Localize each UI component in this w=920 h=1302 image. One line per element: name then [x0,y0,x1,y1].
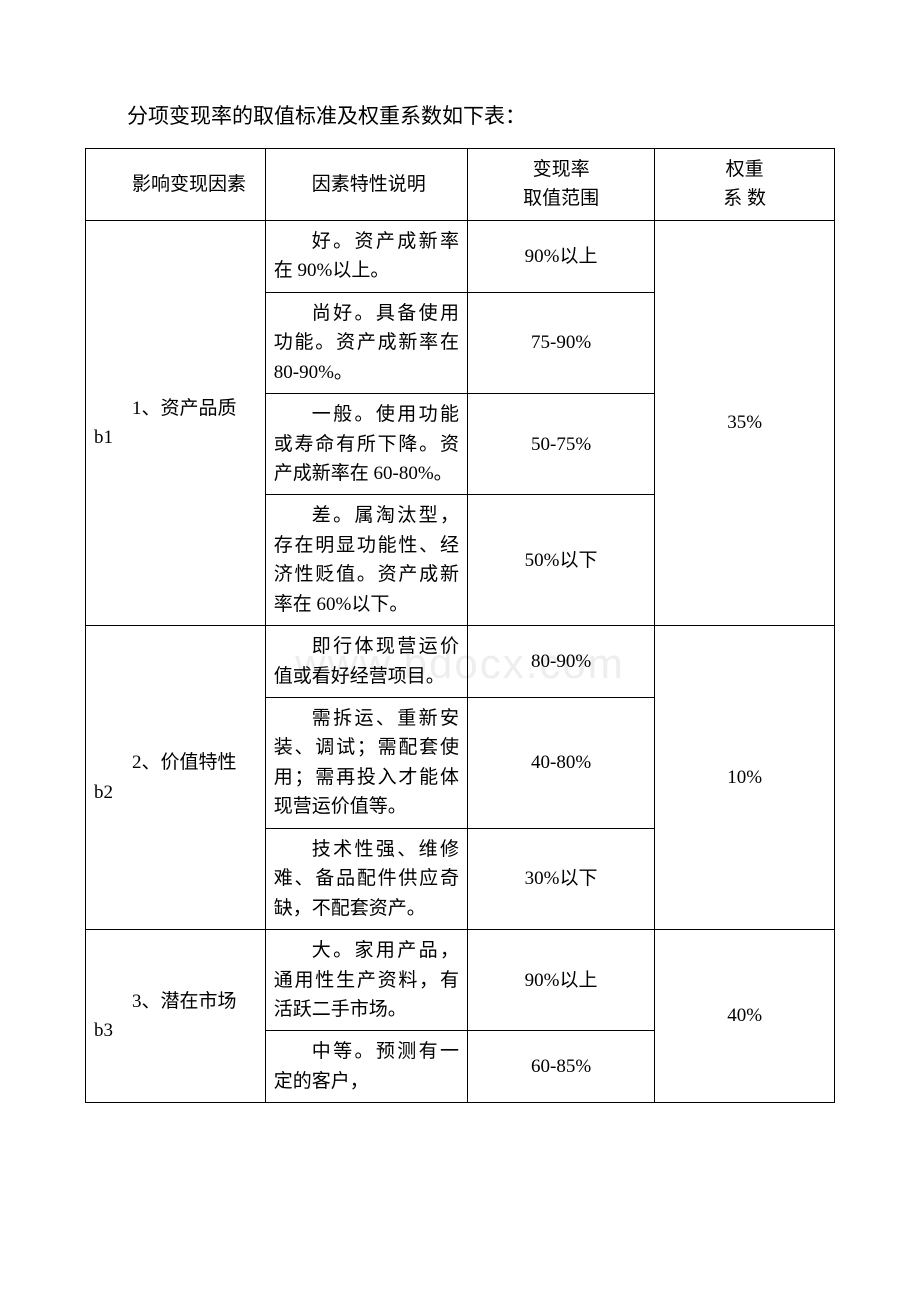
rate-cell: 50%以下 [467,495,654,626]
rate-cell: 75-90% [467,292,654,393]
desc-cell: 好。资产成新率在 90%以上。 [265,220,467,292]
header-weight-line2: 系 数 [663,184,826,213]
header-weight: 权重 系 数 [655,149,835,221]
header-weight-line1: 权重 [663,155,826,184]
desc-cell: 一般。使用功能或寿命有所下降。资产成新率在 60-80%。 [265,394,467,495]
header-rate: 变现率 取值范围 [467,149,654,221]
rate-cell: 40-80% [467,698,654,829]
header-factor: 影响变现因素 [86,149,266,221]
desc-cell: 大。家用产品，通用性生产资料，有活跃二手市场。 [265,930,467,1031]
rate-cell: 90%以上 [467,220,654,292]
table-row: 1、资产品质 b1 好。资产成新率在 90%以上。 90%以上 35% [86,220,835,292]
desc-cell: 差。属淘汰型，存在明显功能性、经济性贬值。资产成新率在 60%以下。 [265,495,467,626]
rate-cell: 60-85% [467,1031,654,1103]
desc-cell: 即行体现营运价值或看好经营项目。 [265,626,467,698]
factor-cell: 3、潜在市场 b3 [86,930,266,1103]
desc-cell: 中等。预测有一定的客户， [265,1031,467,1103]
weight-cell: 10% [655,626,835,930]
page-title: 分项变现率的取值标准及权重系数如下表： [85,100,835,130]
header-desc: 因素特性说明 [265,149,467,221]
rate-cell: 90%以上 [467,930,654,1031]
factor-cell: 2、价值特性 b2 [86,626,266,930]
header-rate-line2: 取值范围 [476,184,646,213]
rate-cell: 80-90% [467,626,654,698]
desc-cell: 技术性强、维修难、备品配件供应奇缺，不配套资产。 [265,828,467,929]
valuation-table: 影响变现因素 因素特性说明 变现率 取值范围 权重 系 数 1、资产品质 b1 … [85,148,835,1103]
header-rate-line1: 变现率 [476,155,646,184]
rate-cell: 50-75% [467,394,654,495]
table-header-row: 影响变现因素 因素特性说明 变现率 取值范围 权重 系 数 [86,149,835,221]
factor-cell: 1、资产品质 b1 [86,220,266,625]
desc-cell: 需拆运、重新安装、调试；需配套使用；需再投入才能体现营运价值等。 [265,698,467,829]
weight-cell: 35% [655,220,835,625]
rate-cell: 30%以下 [467,828,654,929]
table-row: 2、价值特性 b2 即行体现营运价值或看好经营项目。 80-90% 10% [86,626,835,698]
table-row: 3、潜在市场 b3 大。家用产品，通用性生产资料，有活跃二手市场。 90%以上 … [86,930,835,1031]
desc-cell: 尚好。具备使用功能。资产成新率在 80-90%。 [265,292,467,393]
weight-cell: 40% [655,930,835,1103]
